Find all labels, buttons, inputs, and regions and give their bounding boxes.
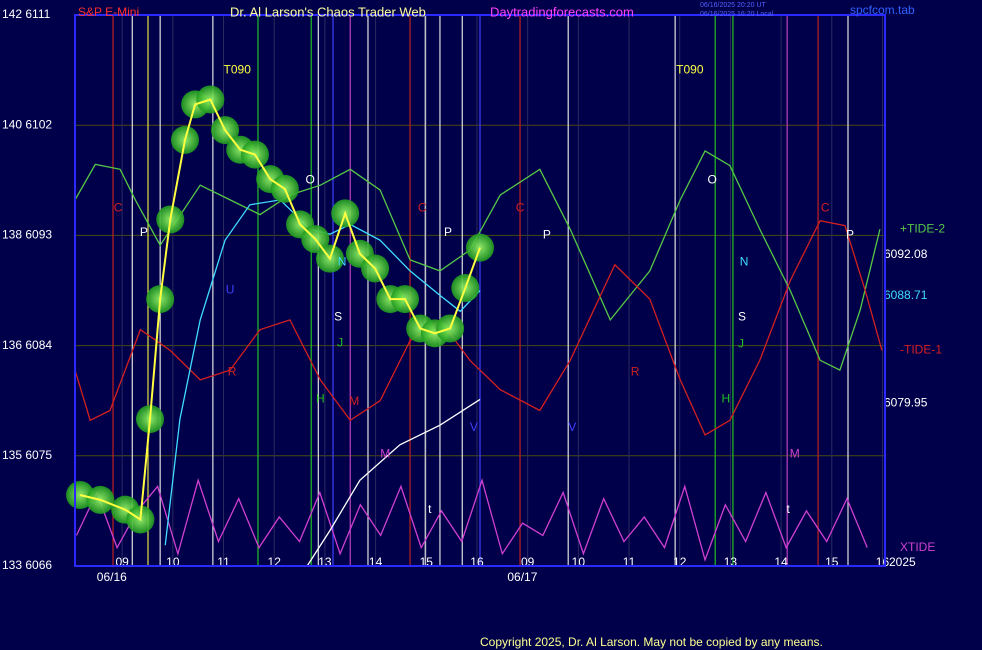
x-tick-label: 13 — [318, 555, 332, 569]
series-name: +TIDE-2 — [900, 221, 945, 235]
annotation: V — [568, 420, 576, 434]
x-tick-label: 15 — [420, 555, 434, 569]
annotation: U — [226, 283, 235, 297]
date-label: 06/16 — [97, 570, 127, 584]
y-tick-label: 136 6084 — [2, 338, 52, 352]
copyright: Copyright 2025, Dr. Al Larson. May not b… — [480, 635, 823, 649]
annotation: C — [114, 201, 123, 215]
series-name: XTIDE — [900, 540, 935, 554]
y-tick-label: 133 6066 — [2, 558, 52, 572]
x-tick-label: 11 — [217, 555, 230, 569]
x-tick-label: 12 — [673, 555, 687, 569]
series-line — [79, 98, 481, 522]
end-value: 6088.71 — [884, 288, 928, 302]
annotation: V — [470, 420, 478, 434]
x-tick-label: 10 — [166, 555, 180, 569]
x-tick-label: 09 — [521, 555, 535, 569]
annotation: M — [349, 394, 359, 408]
instrument: S&P E-Mini — [78, 5, 139, 19]
corner-label: 2025 — [889, 555, 916, 569]
annotation: S — [738, 310, 746, 324]
annotation: R — [631, 365, 640, 379]
x-tick-label: 13 — [724, 555, 738, 569]
x-tick-label: 16 — [876, 555, 890, 569]
y-tick-label: 138 6093 — [2, 228, 52, 242]
y-tick-label: 135 6075 — [2, 448, 52, 462]
x-tick-label: 14 — [369, 555, 383, 569]
timestamp-ut: 06/16/2025 20:20 UT — [700, 2, 766, 9]
annotation: R — [228, 365, 237, 379]
series-line — [306, 398, 481, 567]
y-tick-label: 142 6111 — [2, 7, 51, 21]
x-tick-label: 12 — [268, 555, 282, 569]
x-tick-label: 16 — [470, 555, 484, 569]
annotation: S — [334, 310, 342, 324]
series-line — [75, 478, 868, 563]
annotation: T090 — [676, 62, 704, 76]
annotation: P — [444, 225, 452, 239]
x-tick-label: 09 — [115, 555, 129, 569]
timestamp-local: 06/16/2025 16:20 Local — [700, 11, 774, 18]
annotation: H — [316, 392, 325, 406]
annotation: H — [722, 392, 731, 406]
x-tick-label: 15 — [825, 555, 839, 569]
annotation: J — [337, 335, 343, 349]
annotation: M — [790, 447, 800, 461]
y-tick-label: 140 6102 — [2, 117, 52, 131]
annotation: N — [338, 255, 347, 269]
annotation: O — [306, 172, 315, 186]
plot-frame — [74, 14, 886, 567]
annotation: P — [140, 225, 148, 239]
series-name: -TIDE-1 — [900, 343, 942, 357]
annotation: P — [846, 228, 854, 242]
x-tick-label: 10 — [572, 555, 586, 569]
annotation: C — [418, 201, 427, 215]
annotation: P — [543, 228, 551, 242]
end-value: 6079.95 — [884, 395, 928, 409]
date-label: 06/17 — [507, 570, 537, 584]
annotation: C — [516, 201, 525, 215]
annotation: M — [380, 447, 390, 461]
chart-title: Dr. Al Larson's Chaos Trader Web — [230, 4, 426, 19]
x-tick-label: 11 — [623, 555, 636, 569]
end-value: 6092.08 — [884, 247, 928, 261]
file-name: spcfcom.tab — [850, 3, 915, 17]
annotation: O — [707, 172, 716, 186]
annotation: N — [740, 255, 749, 269]
website: Daytradingforecasts.com — [490, 4, 634, 19]
annotation: t — [428, 502, 432, 516]
annotation: t — [787, 502, 791, 516]
annotation: T090 — [224, 62, 252, 76]
annotation: J — [738, 337, 744, 351]
annotation: C — [821, 201, 830, 215]
x-tick-label: 14 — [774, 555, 788, 569]
